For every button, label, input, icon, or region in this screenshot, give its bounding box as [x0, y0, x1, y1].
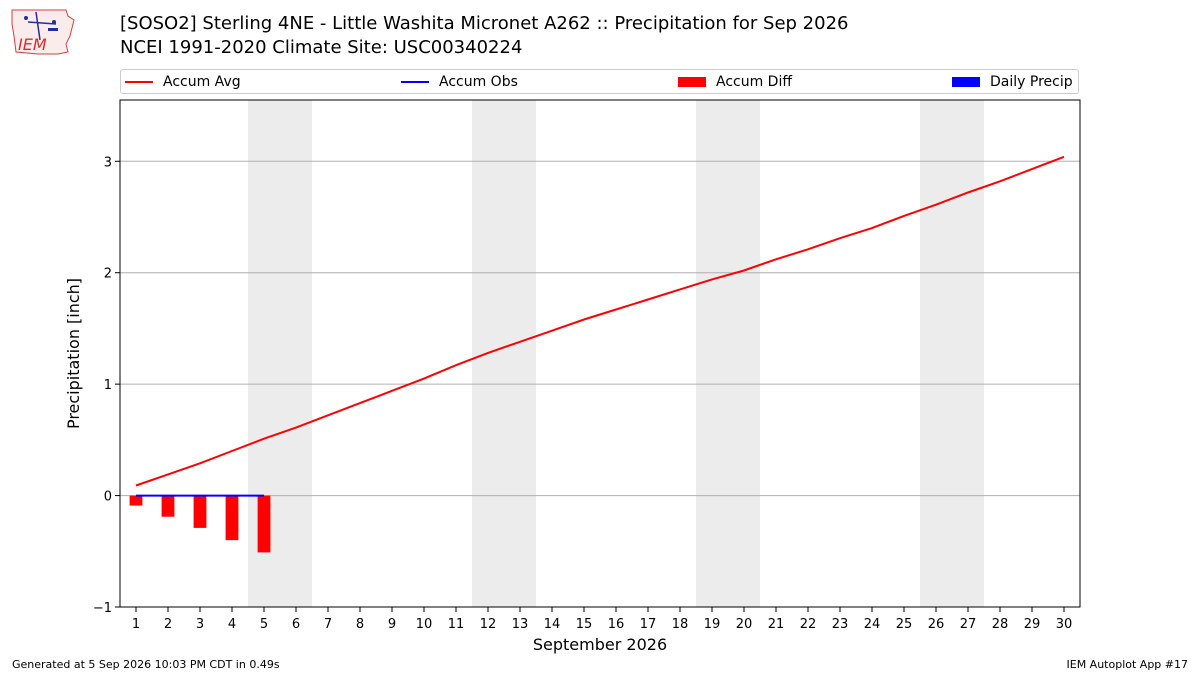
x-tick-label: 13: [512, 617, 529, 632]
x-tick-label: 7: [324, 617, 332, 632]
legend-item-daily-precip: Daily Precip: [952, 73, 1073, 91]
x-tick-label: 28: [992, 617, 1009, 632]
iem-logo: IEM: [8, 6, 78, 62]
x-tick-label: 19: [704, 617, 721, 632]
x-tick-label: 12: [480, 617, 497, 632]
x-tick-label: 25: [896, 617, 913, 632]
legend-swatch-accum-avg: [125, 81, 153, 83]
x-axis-label: September 2026: [533, 635, 667, 654]
legend-swatch-accum-diff: [678, 77, 706, 87]
legend-item-accum-obs: Accum Obs: [401, 73, 518, 91]
legend-label: Accum Obs: [439, 74, 518, 90]
weekend-band: [920, 100, 984, 607]
x-tick-label: 11: [448, 617, 465, 632]
bar-accum-diff: [129, 495, 143, 506]
y-tick-label: 2: [104, 267, 112, 282]
x-tick-label: 5: [260, 617, 268, 632]
chart-subtitle: NCEI 1991-2020 Climate Site: USC00340224: [120, 37, 523, 58]
x-tick-label: 22: [800, 617, 817, 632]
x-tick-label: 2: [164, 617, 172, 632]
legend-item-accum-avg: Accum Avg: [125, 73, 241, 91]
x-tick-label: 16: [608, 617, 625, 632]
chart-title: [SOSO2] Sterling 4NE - Little Washita Mi…: [120, 13, 849, 34]
x-tick-label: 10: [416, 617, 433, 632]
bar-accum-diff: [193, 495, 207, 528]
app-note: IEM Autoplot App #17: [1066, 658, 1189, 671]
legend: Accum Avg Accum Obs Accum Diff Daily Pre…: [120, 69, 1079, 94]
x-tick-label: 8: [356, 617, 364, 632]
generated-note: Generated at 5 Sep 2026 10:03 PM CDT in …: [12, 658, 280, 671]
x-tick-label: 30: [1056, 617, 1073, 632]
legend-swatch-daily-precip: [952, 77, 980, 87]
line-accum-avg: [135, 155, 1065, 487]
x-tick-label: 6: [292, 617, 300, 632]
x-tick-label: 18: [672, 617, 689, 632]
x-tick-label: 23: [832, 617, 849, 632]
x-axis-ticks: 1 2 3 4 5 6 7 8 9 10 11 12 13 14 15 16 17 18 19 20 21 22 23 24 2…: [132, 607, 1072, 632]
bar-accum-diff: [257, 495, 271, 553]
x-tick-label: 24: [864, 617, 881, 632]
x-tick-label: 4: [228, 617, 236, 632]
x-tick-label: 3: [196, 617, 204, 632]
legend-label: Accum Diff: [716, 74, 793, 90]
x-tick-label: 17: [640, 617, 657, 632]
weekend-band: [472, 100, 536, 607]
bar-accum-diff: [161, 495, 175, 517]
legend-label: Accum Avg: [163, 74, 241, 90]
y-tick-label: 3: [104, 155, 112, 170]
y-tick-label: 0: [104, 490, 112, 505]
x-tick-label: 9: [388, 617, 396, 632]
accum-diff-bars: [129, 495, 271, 553]
y-tick-label: −1: [93, 601, 112, 616]
series-lines: [135, 155, 1065, 497]
weekend-shading: [248, 100, 984, 607]
logo-text: IEM: [18, 35, 47, 54]
y-axis-ticks: −1 0 1 2 3: [93, 155, 120, 616]
x-tick-label: 20: [736, 617, 753, 632]
weekend-band: [696, 100, 760, 607]
legend-label: Daily Precip: [990, 74, 1073, 90]
x-tick-label: 15: [576, 617, 593, 632]
legend-item-accum-diff: Accum Diff: [678, 73, 792, 91]
x-tick-label: 26: [928, 617, 945, 632]
legend-swatch-accum-obs: [401, 81, 429, 83]
y-tick-label: 1: [104, 378, 112, 393]
plot-frame: [119, 99, 1081, 608]
x-tick-label: 21: [768, 617, 785, 632]
x-tick-label: 14: [544, 617, 561, 632]
bar-accum-diff: [225, 495, 239, 541]
x-tick-label: 29: [1024, 617, 1041, 632]
x-tick-label: 1: [132, 617, 140, 632]
y-axis-label: Precipitation [inch]: [64, 278, 83, 429]
x-tick-label: 27: [960, 617, 977, 632]
